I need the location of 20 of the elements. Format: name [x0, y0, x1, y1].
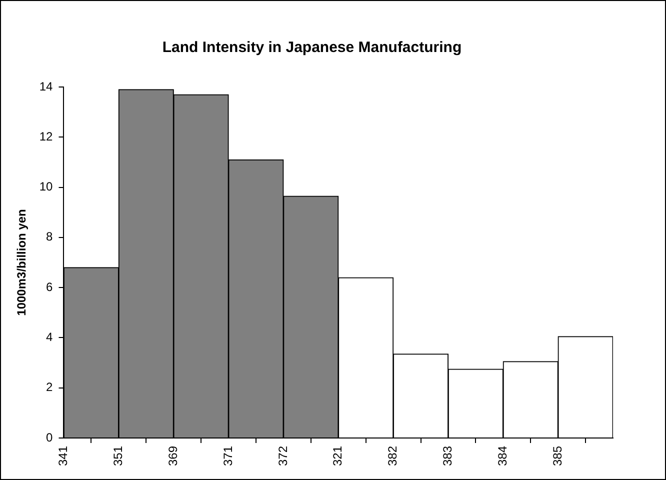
- y-tick-label: 10: [39, 180, 54, 194]
- y-tick-label: 8: [46, 230, 54, 244]
- x-tick-label: 351: [110, 446, 125, 466]
- y-tick-label: 0: [46, 430, 54, 444]
- x-tick-label: 369: [166, 446, 180, 466]
- y-tick-label: 4: [46, 330, 54, 344]
- y-tick-label: 12: [39, 129, 54, 144]
- x-tick-label: 385: [550, 446, 564, 466]
- x-tick-label: 321: [330, 446, 345, 466]
- x-tick-label: 341: [56, 446, 70, 466]
- x-tick-label: 383: [440, 446, 455, 466]
- x-tick-label: 371: [220, 446, 235, 466]
- y-tick-label: 6: [46, 280, 54, 294]
- x-tick-label: 382: [386, 446, 400, 466]
- y-axis-title: 1000m3/billion yen: [14, 209, 29, 316]
- y-tick-label: 2: [46, 380, 54, 394]
- y-tick-label: 14: [39, 79, 54, 94]
- chart-title: Land Intensity in Japanese Manufacturing: [162, 39, 462, 56]
- x-tick-label: 384: [495, 446, 510, 466]
- x-tick-label: 372: [276, 446, 290, 466]
